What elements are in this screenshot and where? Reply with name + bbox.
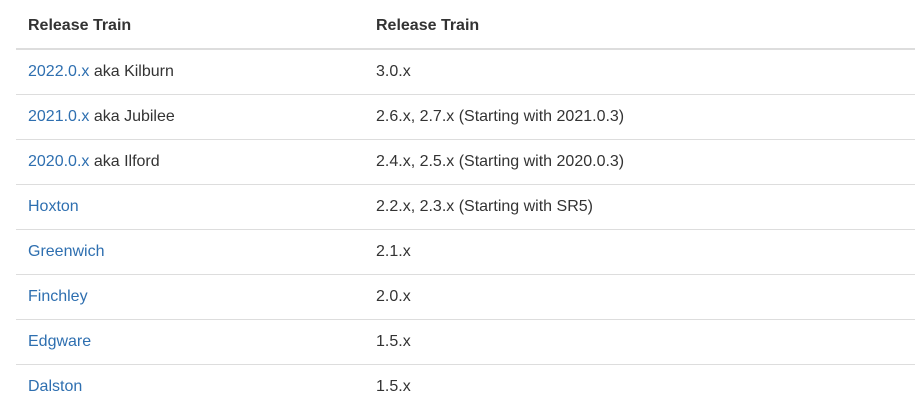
release-train-link[interactable]: Finchley [28,288,88,305]
boot-version-cell: 1.5.x [364,365,915,409]
table-row: Dalston 1.5.x [16,365,915,409]
release-train-cell: 2021.0.x aka Jubilee [16,95,364,140]
release-train-link[interactable]: 2022.0.x [28,63,89,80]
table-header: Release Train Release Train [16,4,915,49]
boot-version-cell: 2.4.x, 2.5.x (Starting with 2020.0.3) [364,140,915,185]
release-train-alias: aka Ilford [89,153,159,170]
release-train-cell: 2022.0.x aka Kilburn [16,49,364,95]
boot-version-cell: 2.6.x, 2.7.x (Starting with 2021.0.3) [364,95,915,140]
release-train-table: Release Train Release Train 2022.0.x aka… [16,4,915,409]
release-train-alias: aka Jubilee [89,108,174,125]
boot-version-cell: 2.1.x [364,230,915,275]
header-boot-version: Release Train [364,4,915,49]
release-train-cell: Finchley [16,275,364,320]
release-train-link[interactable]: Dalston [28,378,82,395]
release-train-cell: Dalston [16,365,364,409]
release-train-cell: Edgware [16,320,364,365]
boot-version-cell: 2.0.x [364,275,915,320]
boot-version-cell: 1.5.x [364,320,915,365]
table-row: Greenwich 2.1.x [16,230,915,275]
table-row: 2022.0.x aka Kilburn 3.0.x [16,49,915,95]
table-row: Edgware 1.5.x [16,320,915,365]
release-train-link[interactable]: Edgware [28,333,91,350]
release-train-cell: 2020.0.x aka Ilford [16,140,364,185]
release-train-cell: Hoxton [16,185,364,230]
table-body: 2022.0.x aka Kilburn 3.0.x 2021.0.x aka … [16,49,915,409]
release-train-link[interactable]: 2020.0.x [28,153,89,170]
boot-version-cell: 3.0.x [364,49,915,95]
release-train-cell: Greenwich [16,230,364,275]
header-release-train: Release Train [16,4,364,49]
table-row: 2021.0.x aka Jubilee 2.6.x, 2.7.x (Start… [16,95,915,140]
release-train-alias: aka Kilburn [89,63,174,80]
table-row: Hoxton 2.2.x, 2.3.x (Starting with SR5) [16,185,915,230]
release-train-link[interactable]: Hoxton [28,198,79,215]
boot-version-cell: 2.2.x, 2.3.x (Starting with SR5) [364,185,915,230]
release-train-link[interactable]: Greenwich [28,243,104,260]
release-train-link[interactable]: 2021.0.x [28,108,89,125]
table-row: Finchley 2.0.x [16,275,915,320]
header-row: Release Train Release Train [16,4,915,49]
table-row: 2020.0.x aka Ilford 2.4.x, 2.5.x (Starti… [16,140,915,185]
